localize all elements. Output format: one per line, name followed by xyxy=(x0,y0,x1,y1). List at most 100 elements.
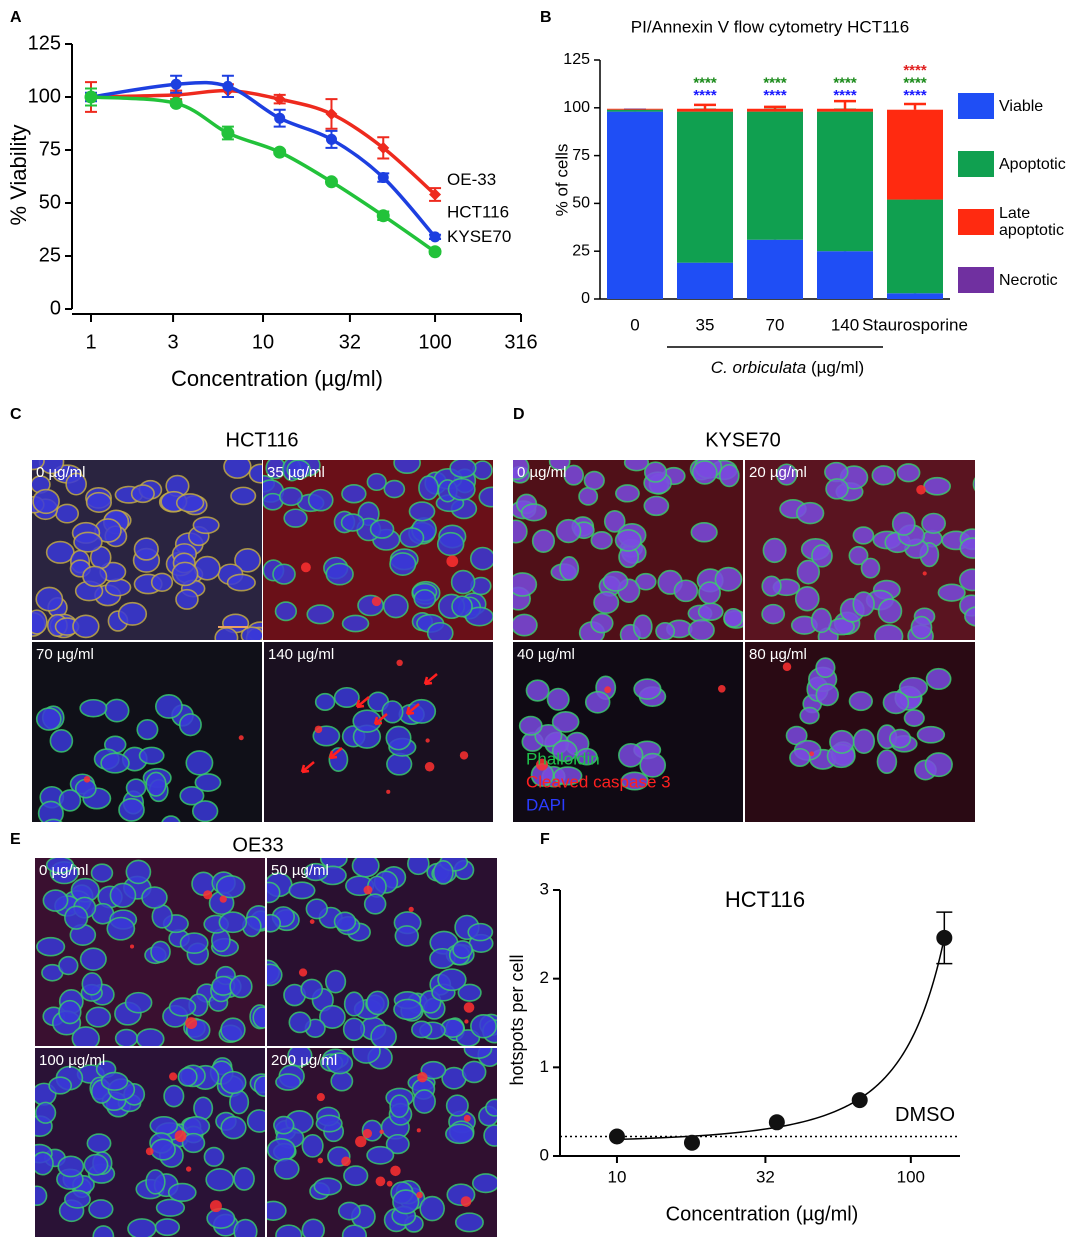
caspase-spot xyxy=(604,686,612,694)
cell xyxy=(35,1151,54,1176)
cell xyxy=(342,1017,366,1042)
cell xyxy=(124,991,153,1014)
cell xyxy=(451,595,473,618)
cell xyxy=(272,563,296,585)
caspase-spot xyxy=(463,1114,471,1122)
cell xyxy=(437,968,467,992)
cell xyxy=(555,518,582,544)
cell xyxy=(73,531,103,553)
cell xyxy=(267,1200,287,1221)
cell xyxy=(191,800,219,822)
cell xyxy=(393,460,421,475)
series-label: KYSE70 xyxy=(447,227,511,246)
significance: **** xyxy=(903,74,927,91)
cell xyxy=(63,1189,91,1209)
cell xyxy=(551,710,580,733)
marker xyxy=(428,245,442,259)
cell xyxy=(246,1109,265,1133)
legend-item: Necrotic xyxy=(958,262,1084,298)
cell xyxy=(267,913,282,933)
cell xyxy=(223,460,252,479)
y-tick-label: 125 xyxy=(563,51,590,68)
cell xyxy=(42,889,69,912)
legend-item: Apoptotic xyxy=(958,146,1084,182)
cell xyxy=(392,1189,420,1215)
cell xyxy=(234,548,262,573)
cell xyxy=(445,1094,469,1117)
cell xyxy=(337,1201,361,1221)
chart-title: HCT116 xyxy=(725,887,805,912)
cell xyxy=(389,1094,410,1119)
x-tick-label: 3 xyxy=(168,331,179,353)
cell xyxy=(288,1011,312,1034)
cell xyxy=(418,475,439,501)
cell xyxy=(193,1096,214,1121)
cell xyxy=(386,752,413,776)
caspase-spot xyxy=(408,906,414,912)
bar-segment xyxy=(607,111,663,300)
cell xyxy=(925,667,952,691)
cell xyxy=(775,463,798,486)
cell xyxy=(220,1070,247,1095)
caspase-spot xyxy=(145,1147,154,1156)
cell xyxy=(127,1218,157,1237)
cell xyxy=(92,1225,115,1237)
cell xyxy=(163,1084,185,1108)
marker xyxy=(325,107,338,120)
cell xyxy=(175,588,199,610)
point xyxy=(608,1128,625,1145)
cell xyxy=(546,687,570,711)
cell xyxy=(483,1124,497,1147)
cell xyxy=(916,725,946,744)
legend-label: Viable xyxy=(999,97,1044,115)
marker xyxy=(273,93,286,106)
marker xyxy=(170,78,182,90)
cell xyxy=(179,932,209,954)
marker xyxy=(376,209,390,223)
cell xyxy=(252,1006,265,1029)
caspase-spot xyxy=(185,1166,192,1172)
bar-segment xyxy=(747,111,803,240)
y-tick-label: 1 xyxy=(540,1057,549,1076)
legend-label: Necrotic xyxy=(999,271,1058,289)
x-tick-label: 32 xyxy=(756,1167,775,1186)
cell xyxy=(233,1166,255,1191)
caspase-spot xyxy=(416,1128,421,1133)
bar-segment xyxy=(747,108,803,112)
y-tick-label: 2 xyxy=(540,968,549,987)
x-tick-label: 10 xyxy=(607,1167,626,1186)
cell xyxy=(452,940,473,959)
cell xyxy=(114,1028,139,1046)
caspase-spot xyxy=(916,484,926,495)
cell xyxy=(206,1207,236,1229)
cell xyxy=(796,559,821,585)
cell xyxy=(463,1048,493,1059)
cell xyxy=(485,1098,497,1117)
x-tick-label: 10 xyxy=(252,331,274,353)
cell xyxy=(578,486,599,506)
cell xyxy=(614,484,640,503)
cell xyxy=(761,575,782,597)
cell xyxy=(274,601,298,622)
cell xyxy=(145,1169,166,1195)
cell xyxy=(49,728,74,753)
cell xyxy=(369,519,395,539)
bar-segment xyxy=(677,108,733,112)
x-axis-label: Concentration (µg/ml) xyxy=(171,366,383,391)
cell xyxy=(697,602,724,621)
cell xyxy=(871,465,896,486)
y-tick-label: 3 xyxy=(540,879,549,898)
cell xyxy=(306,604,335,625)
cell xyxy=(590,530,613,550)
cell xyxy=(240,626,262,640)
cell xyxy=(313,1177,343,1196)
cell xyxy=(82,565,108,588)
cell xyxy=(366,990,390,1016)
panel-title: KYSE70 xyxy=(705,429,781,451)
marker xyxy=(429,188,442,201)
cell xyxy=(286,460,311,480)
cell xyxy=(655,621,676,640)
marker xyxy=(84,90,98,104)
cell xyxy=(584,690,611,714)
cell xyxy=(341,484,367,504)
